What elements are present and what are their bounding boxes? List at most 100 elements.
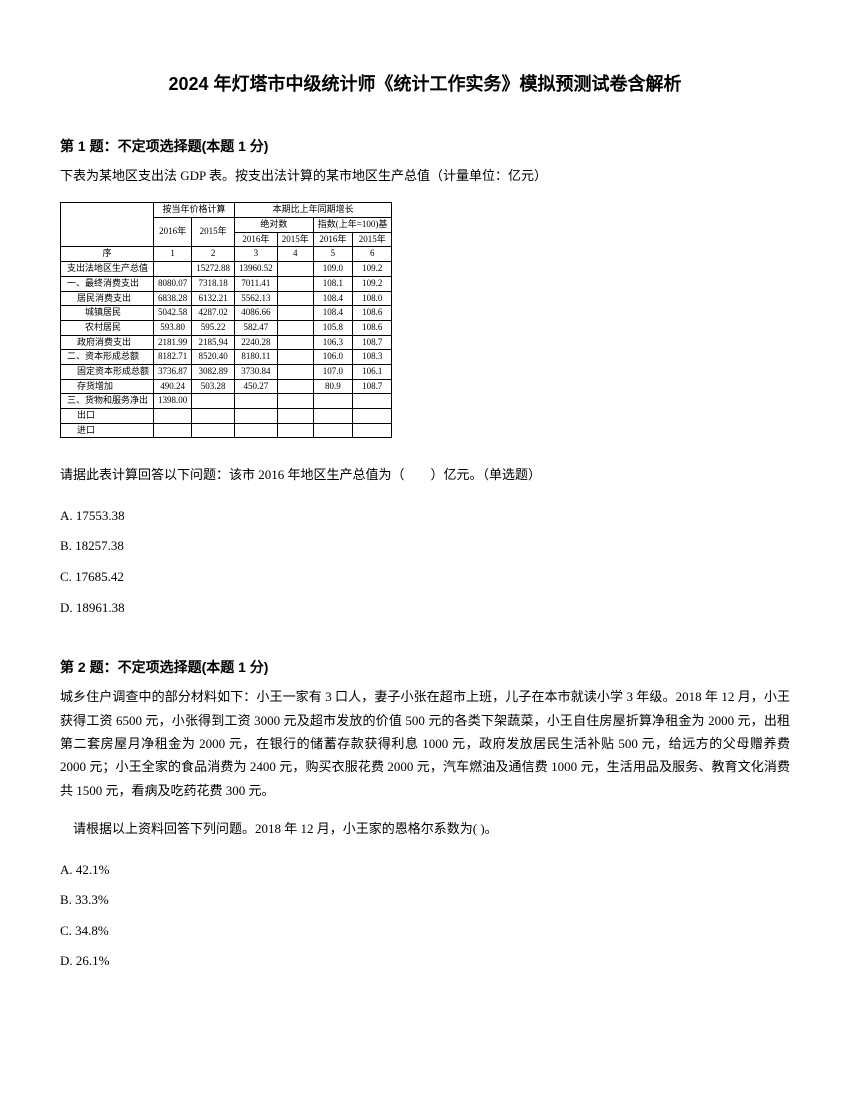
table-cell: 108.3 [353, 350, 392, 365]
table-row: 一、最终消费支出8080.077318.187011.41108.1109.2 [61, 276, 392, 291]
table-cell: 7318.18 [192, 276, 235, 291]
table-cell: 503.28 [192, 379, 235, 394]
table-cell: 13960.52 [235, 262, 278, 277]
table-cell [154, 262, 192, 277]
row-label: 三、货物和服务净出 [61, 394, 154, 409]
row-label: 存货增加 [61, 379, 154, 394]
row-label: 二、资本形成总额 [61, 350, 154, 365]
table-cell: 8182.71 [154, 350, 192, 365]
header-2015: 2015年 [192, 218, 235, 247]
table-cell [277, 379, 313, 394]
table-cell: 109.2 [353, 276, 392, 291]
table-cell [277, 394, 313, 409]
table-cell [154, 423, 192, 438]
table-cell: 108.7 [353, 335, 392, 350]
table-cell [192, 394, 235, 409]
q2-option-d: D. 26.1% [60, 947, 790, 976]
table-cell [277, 364, 313, 379]
table-cell: 106.0 [313, 350, 352, 365]
table-cell: 80.9 [313, 379, 352, 394]
row-label: 固定资本形成总额 [61, 364, 154, 379]
table-cell: 8180.11 [235, 350, 278, 365]
row-label: 城镇居民 [61, 306, 154, 321]
table-row: 出口 [61, 409, 392, 424]
table-cell: 4287.02 [192, 306, 235, 321]
table-row: 农村居民593.80595.22582.47105.8108.6 [61, 320, 392, 335]
table-cell: 3730.84 [235, 364, 278, 379]
table-row: 城镇居民5042.584287.024086.66108.4108.6 [61, 306, 392, 321]
table-cell: 109.0 [313, 262, 352, 277]
table-cell: 105.8 [313, 320, 352, 335]
table-cell: 108.6 [353, 306, 392, 321]
table-row: 二、资本形成总额8182.718520.408180.11 106.0108.3 [61, 350, 392, 365]
gdp-table-wrap: 按当年价格计算 本期比上年同期增长 2016年 2015年 绝对数 指数(上年=… [60, 202, 790, 438]
table-cell [277, 409, 313, 424]
table-cell [192, 409, 235, 424]
q1-option-b: B. 18257.38 [60, 532, 790, 561]
table-cell: 2185.94 [192, 335, 235, 350]
table-cell: 595.22 [192, 320, 235, 335]
table-cell [313, 423, 352, 438]
table-cell: 108.7 [353, 379, 392, 394]
table-cell: 450.27 [235, 379, 278, 394]
q2-option-b: B. 33.3% [60, 886, 790, 915]
q1-option-c: C. 17685.42 [60, 563, 790, 592]
table-cell: 5042.58 [154, 306, 192, 321]
table-row: 三、货物和服务净出1398.00 [61, 394, 392, 409]
table-cell [277, 423, 313, 438]
header-y2016a: 2016年 [235, 232, 278, 247]
table-cell [277, 276, 313, 291]
table-cell: 8080.07 [154, 276, 192, 291]
q1-options: A. 17553.38 B. 18257.38 C. 17685.42 D. 1… [60, 502, 790, 622]
table-cell: 108.4 [313, 306, 352, 321]
gdp-table: 按当年价格计算 本期比上年同期增长 2016年 2015年 绝对数 指数(上年=… [60, 202, 392, 438]
table-cell: 108.4 [313, 291, 352, 306]
table-cell [313, 394, 352, 409]
q1-body: 下表为某地区支出法 GDP 表。按支出法计算的某市地区生产总值（计量单位：亿元） [60, 164, 790, 187]
q2-body: 城乡住户调查中的部分材料如下：小王一家有 3 口人，妻子小张在超市上班，儿子在本… [60, 685, 790, 802]
table-cell: 8520.40 [192, 350, 235, 365]
table-cell [154, 409, 192, 424]
q1-header: 第 1 题：不定项选择题(本题 1 分) [60, 136, 790, 156]
q1-option-d: D. 18961.38 [60, 594, 790, 623]
table-cell [235, 409, 278, 424]
q2-options: A. 42.1% B. 33.3% C. 34.8% D. 26.1% [60, 856, 790, 976]
num-2: 2 [192, 247, 235, 262]
q2-option-c: C. 34.8% [60, 917, 790, 946]
table-cell: 3082.89 [192, 364, 235, 379]
num-1: 1 [154, 247, 192, 262]
table-cell: 6132.21 [192, 291, 235, 306]
table-cell: 2240.28 [235, 335, 278, 350]
table-cell: 109.2 [353, 262, 392, 277]
q2-header: 第 2 题：不定项选择题(本题 1 分) [60, 657, 790, 677]
table-cell [277, 350, 313, 365]
table-number-row: 序 1 2 3 4 5 6 [61, 247, 392, 262]
header-sub-left: 绝对数 [235, 218, 314, 233]
header-group-left: 按当年价格计算 [154, 203, 235, 218]
table-cell: 107.0 [313, 364, 352, 379]
table-cell [235, 394, 278, 409]
table-cell [235, 423, 278, 438]
num-0: 序 [61, 247, 154, 262]
table-row: 进口 [61, 423, 392, 438]
q2-option-a: A. 42.1% [60, 856, 790, 885]
table-row: 存货增加490.24503.28450.2780.9108.7 [61, 379, 392, 394]
table-cell [277, 262, 313, 277]
table-cell [353, 423, 392, 438]
table-cell [313, 409, 352, 424]
table-cell: 1398.00 [154, 394, 192, 409]
table-cell: 2181.99 [154, 335, 192, 350]
table-cell: 106.3 [313, 335, 352, 350]
row-label: 居民消费支出 [61, 291, 154, 306]
table-corner [61, 203, 154, 247]
table-cell: 6838.28 [154, 291, 192, 306]
header-group-right: 本期比上年同期增长 [235, 203, 392, 218]
row-label: 一、最终消费支出 [61, 276, 154, 291]
num-3: 3 [235, 247, 278, 262]
header-y2015b: 2015年 [353, 232, 392, 247]
header-y2016b: 2016年 [313, 232, 352, 247]
table-cell: 7011.41 [235, 276, 278, 291]
table-cell [277, 335, 313, 350]
table-cell: 582.47 [235, 320, 278, 335]
row-label: 政府消费支出 [61, 335, 154, 350]
